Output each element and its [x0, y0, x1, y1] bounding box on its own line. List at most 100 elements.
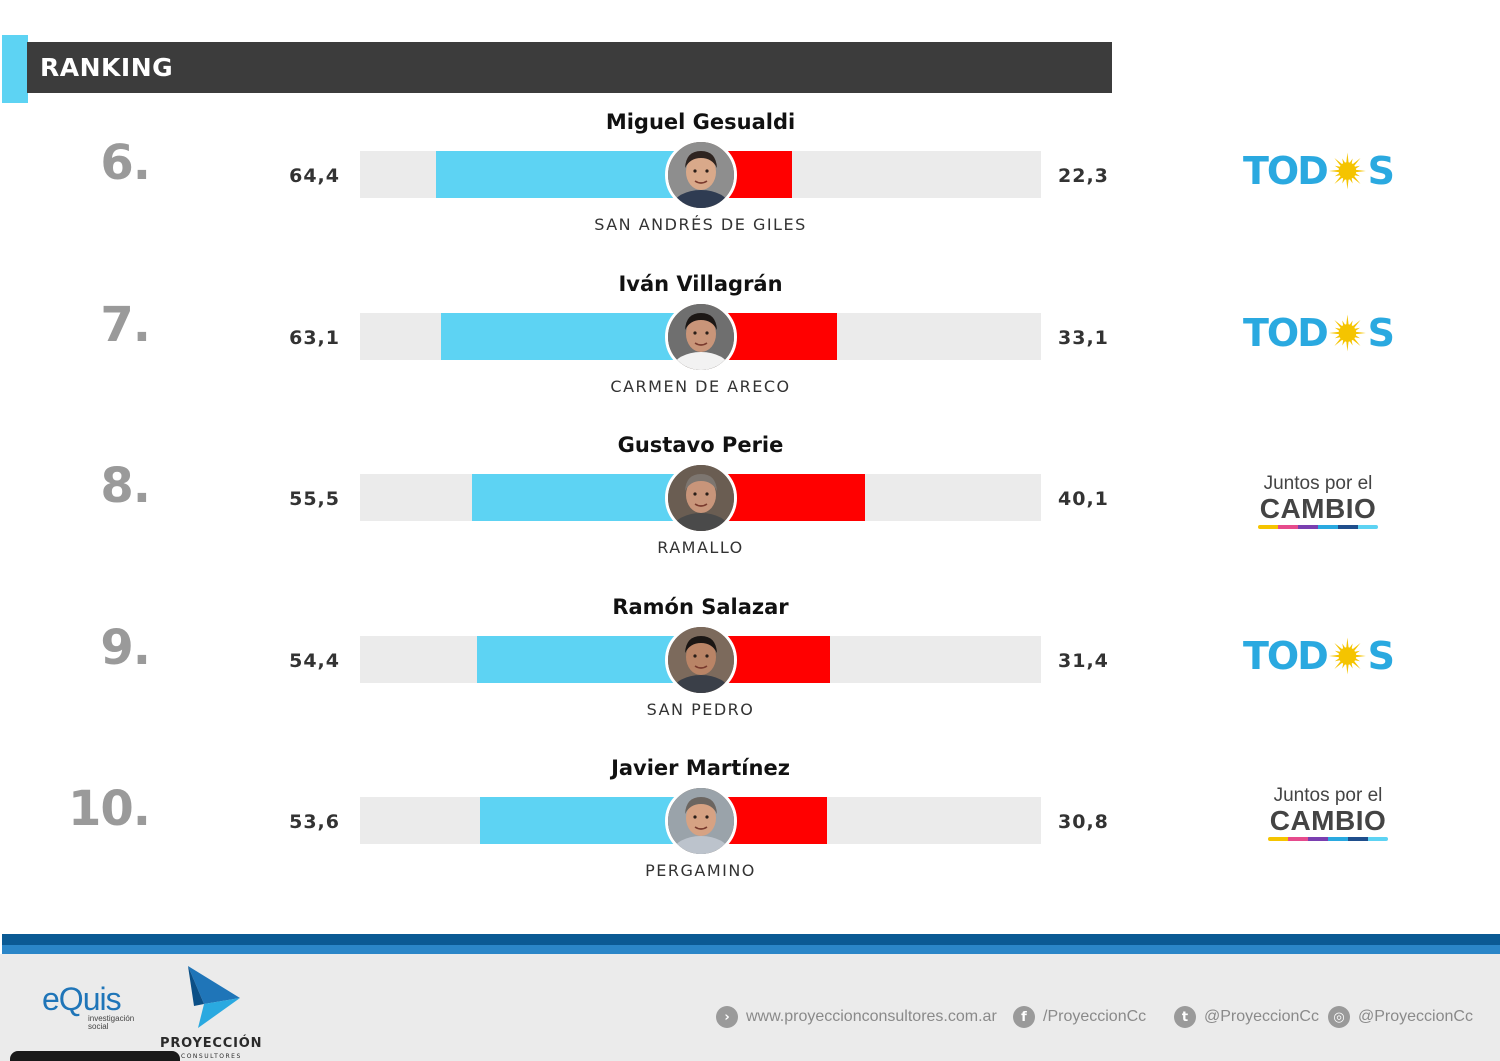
positive-value-label: 54,4 [289, 649, 340, 672]
jxc-logo-stripe [1258, 525, 1378, 529]
rank-number: 6. [100, 135, 151, 191]
candidate-avatar [664, 785, 737, 857]
candidate-name: Miguel Gesualdi [605, 110, 796, 134]
candidate-avatar [664, 623, 737, 696]
rank-number: 8. [100, 458, 151, 514]
todos-logo: TOD S [1243, 310, 1395, 355]
jxc-stripe-segment [1298, 525, 1318, 529]
positive-value-label: 64,4 [289, 165, 340, 187]
instagram-icon: ◎ [1328, 1006, 1350, 1028]
equis-logo: eQuis investigación social [42, 982, 142, 1038]
todos-logo: TOD S [1243, 149, 1395, 193]
todos-logo-text: S [1367, 633, 1395, 678]
jxc-logo-top: Juntos por el [1263, 473, 1373, 494]
candidate-avatar [664, 139, 737, 211]
negative-value-label: 40,1 [1058, 488, 1109, 510]
negative-value-label: 30,8 [1058, 811, 1109, 833]
positive-bar [476, 635, 701, 683]
header-bar: RANKING [27, 42, 1112, 93]
social-link[interactable]: ◎ @ProyeccionCc [1328, 1006, 1473, 1028]
proyeccion-arrow-icon [188, 966, 240, 1028]
ranking-row: 6. Miguel Gesualdi 64,4 22,3 SAN ANDRÉS DE G… [0, 107, 1500, 268]
city-label: PERGAMINO [645, 861, 756, 880]
jxc-stripe-segment [1328, 837, 1348, 841]
todos-logo-text: S [1367, 310, 1395, 355]
city-label: SAN PEDRO [646, 699, 755, 719]
positive-bar [441, 312, 701, 360]
positive-bar [480, 797, 701, 844]
candidate-name: Iván Villagrán [618, 271, 783, 296]
person-icon [667, 465, 734, 531]
rank-number: 9. [100, 619, 151, 676]
city-label: RAMALLO [657, 538, 744, 557]
jxc-stripe-segment [1318, 525, 1338, 529]
person-icon [667, 303, 734, 370]
page-title: RANKING [40, 53, 174, 82]
todos-logo: TOD S [1243, 633, 1395, 678]
ranking-row: 10. Javier Martínez 53,6 30,8 PERGAMINO Junto… [0, 753, 1500, 914]
facebook-icon: f [1013, 1006, 1035, 1028]
proyeccion-logo: PROYECCIÓN CONSULTORES [158, 966, 268, 1060]
candidate-name: Ramón Salazar [612, 594, 789, 619]
sun-icon [1328, 637, 1366, 674]
header-accent [2, 35, 28, 103]
proyeccion-logo-word: PROYECCIÓN [160, 1036, 263, 1051]
jxc-logo-stripe [1268, 837, 1388, 841]
todos-logo-text: TOD [1243, 310, 1329, 355]
sun-icon [1328, 314, 1366, 351]
jxc-logo-main: CAMBIO [1259, 493, 1377, 524]
ranking-row: 8. Gustavo Perie 55,5 40,1 RAMALLO Juntos por… [0, 430, 1500, 591]
jxc-logo-top: Juntos por el [1273, 785, 1383, 806]
juntos-por-el-cambio-logo: Juntos por el CAMBIO [1263, 785, 1393, 845]
rank-number: 7. [100, 296, 151, 353]
jxc-stripe-segment [1258, 525, 1278, 529]
positive-value-label: 53,6 [289, 811, 340, 833]
sun-icon [1328, 152, 1366, 190]
positive-bar [435, 151, 701, 198]
jxc-stripe-segment [1368, 837, 1388, 841]
person-icon [667, 142, 734, 208]
ranking-row: 7. Iván Villagrán 63,1 33,1 CARMEN DE ARECO T… [0, 269, 1500, 430]
candidate-avatar [664, 300, 737, 373]
candidate-name: Gustavo Perie [617, 433, 784, 457]
juntos-por-el-cambio-logo: Juntos por el CAMBIO [1253, 473, 1383, 533]
twitter-icon: t [1174, 1006, 1196, 1028]
candidate-name: Javier Martínez [611, 756, 790, 780]
bottom-tab [10, 1051, 180, 1061]
jxc-stripe-segment [1278, 525, 1298, 529]
social-link[interactable]: › www.proyeccionconsultores.com.ar [716, 1006, 997, 1028]
city-label: SAN ANDRÉS DE GILES [594, 215, 807, 234]
jxc-stripe-segment [1308, 837, 1328, 841]
social-link-text: @ProyeccionCc [1204, 1008, 1319, 1025]
social-link-text: /ProyeccionCc [1043, 1008, 1147, 1025]
rank-number: 10. [67, 781, 151, 837]
social-link-text: www.proyeccionconsultores.com.ar [746, 1008, 997, 1025]
footer-divider [2, 934, 1500, 954]
person-icon [667, 626, 734, 693]
positive-bar [472, 474, 701, 521]
chevron-right-icon: › [716, 1006, 738, 1028]
todos-logo-text: TOD [1243, 149, 1329, 193]
todos-logo-text: TOD [1243, 633, 1329, 678]
equis-logo-subtitle: investigación social [88, 1014, 135, 1031]
proyeccion-logo-subtitle: CONSULTORES [181, 1053, 242, 1060]
footer: eQuis investigación social PROYECCIÓN CO… [0, 954, 1500, 1061]
todos-logo-text: S [1367, 149, 1395, 193]
positive-value-label: 63,1 [289, 326, 340, 349]
jxc-stripe-segment [1338, 525, 1358, 529]
negative-value-label: 33,1 [1058, 326, 1109, 349]
candidate-avatar [664, 462, 737, 534]
equis-logo-word: eQuis [42, 981, 122, 1017]
jxc-stripe-segment [1288, 837, 1308, 841]
social-link[interactable]: t @ProyeccionCc [1174, 1006, 1319, 1028]
social-link[interactable]: f/ProyeccionCc [1013, 1006, 1146, 1028]
negative-value-label: 31,4 [1058, 649, 1109, 672]
jxc-logo-main: CAMBIO [1269, 805, 1387, 836]
jxc-stripe-segment [1348, 837, 1368, 841]
negative-value-label: 22,3 [1058, 165, 1109, 187]
ranking-row: 9. Ramón Salazar 54,4 31,4 SAN PEDRO TOD S [0, 592, 1500, 753]
social-link-text: @ProyeccionCc [1358, 1008, 1473, 1025]
jxc-stripe-segment [1358, 525, 1378, 529]
positive-value-label: 55,5 [289, 488, 340, 510]
person-icon [667, 788, 734, 854]
